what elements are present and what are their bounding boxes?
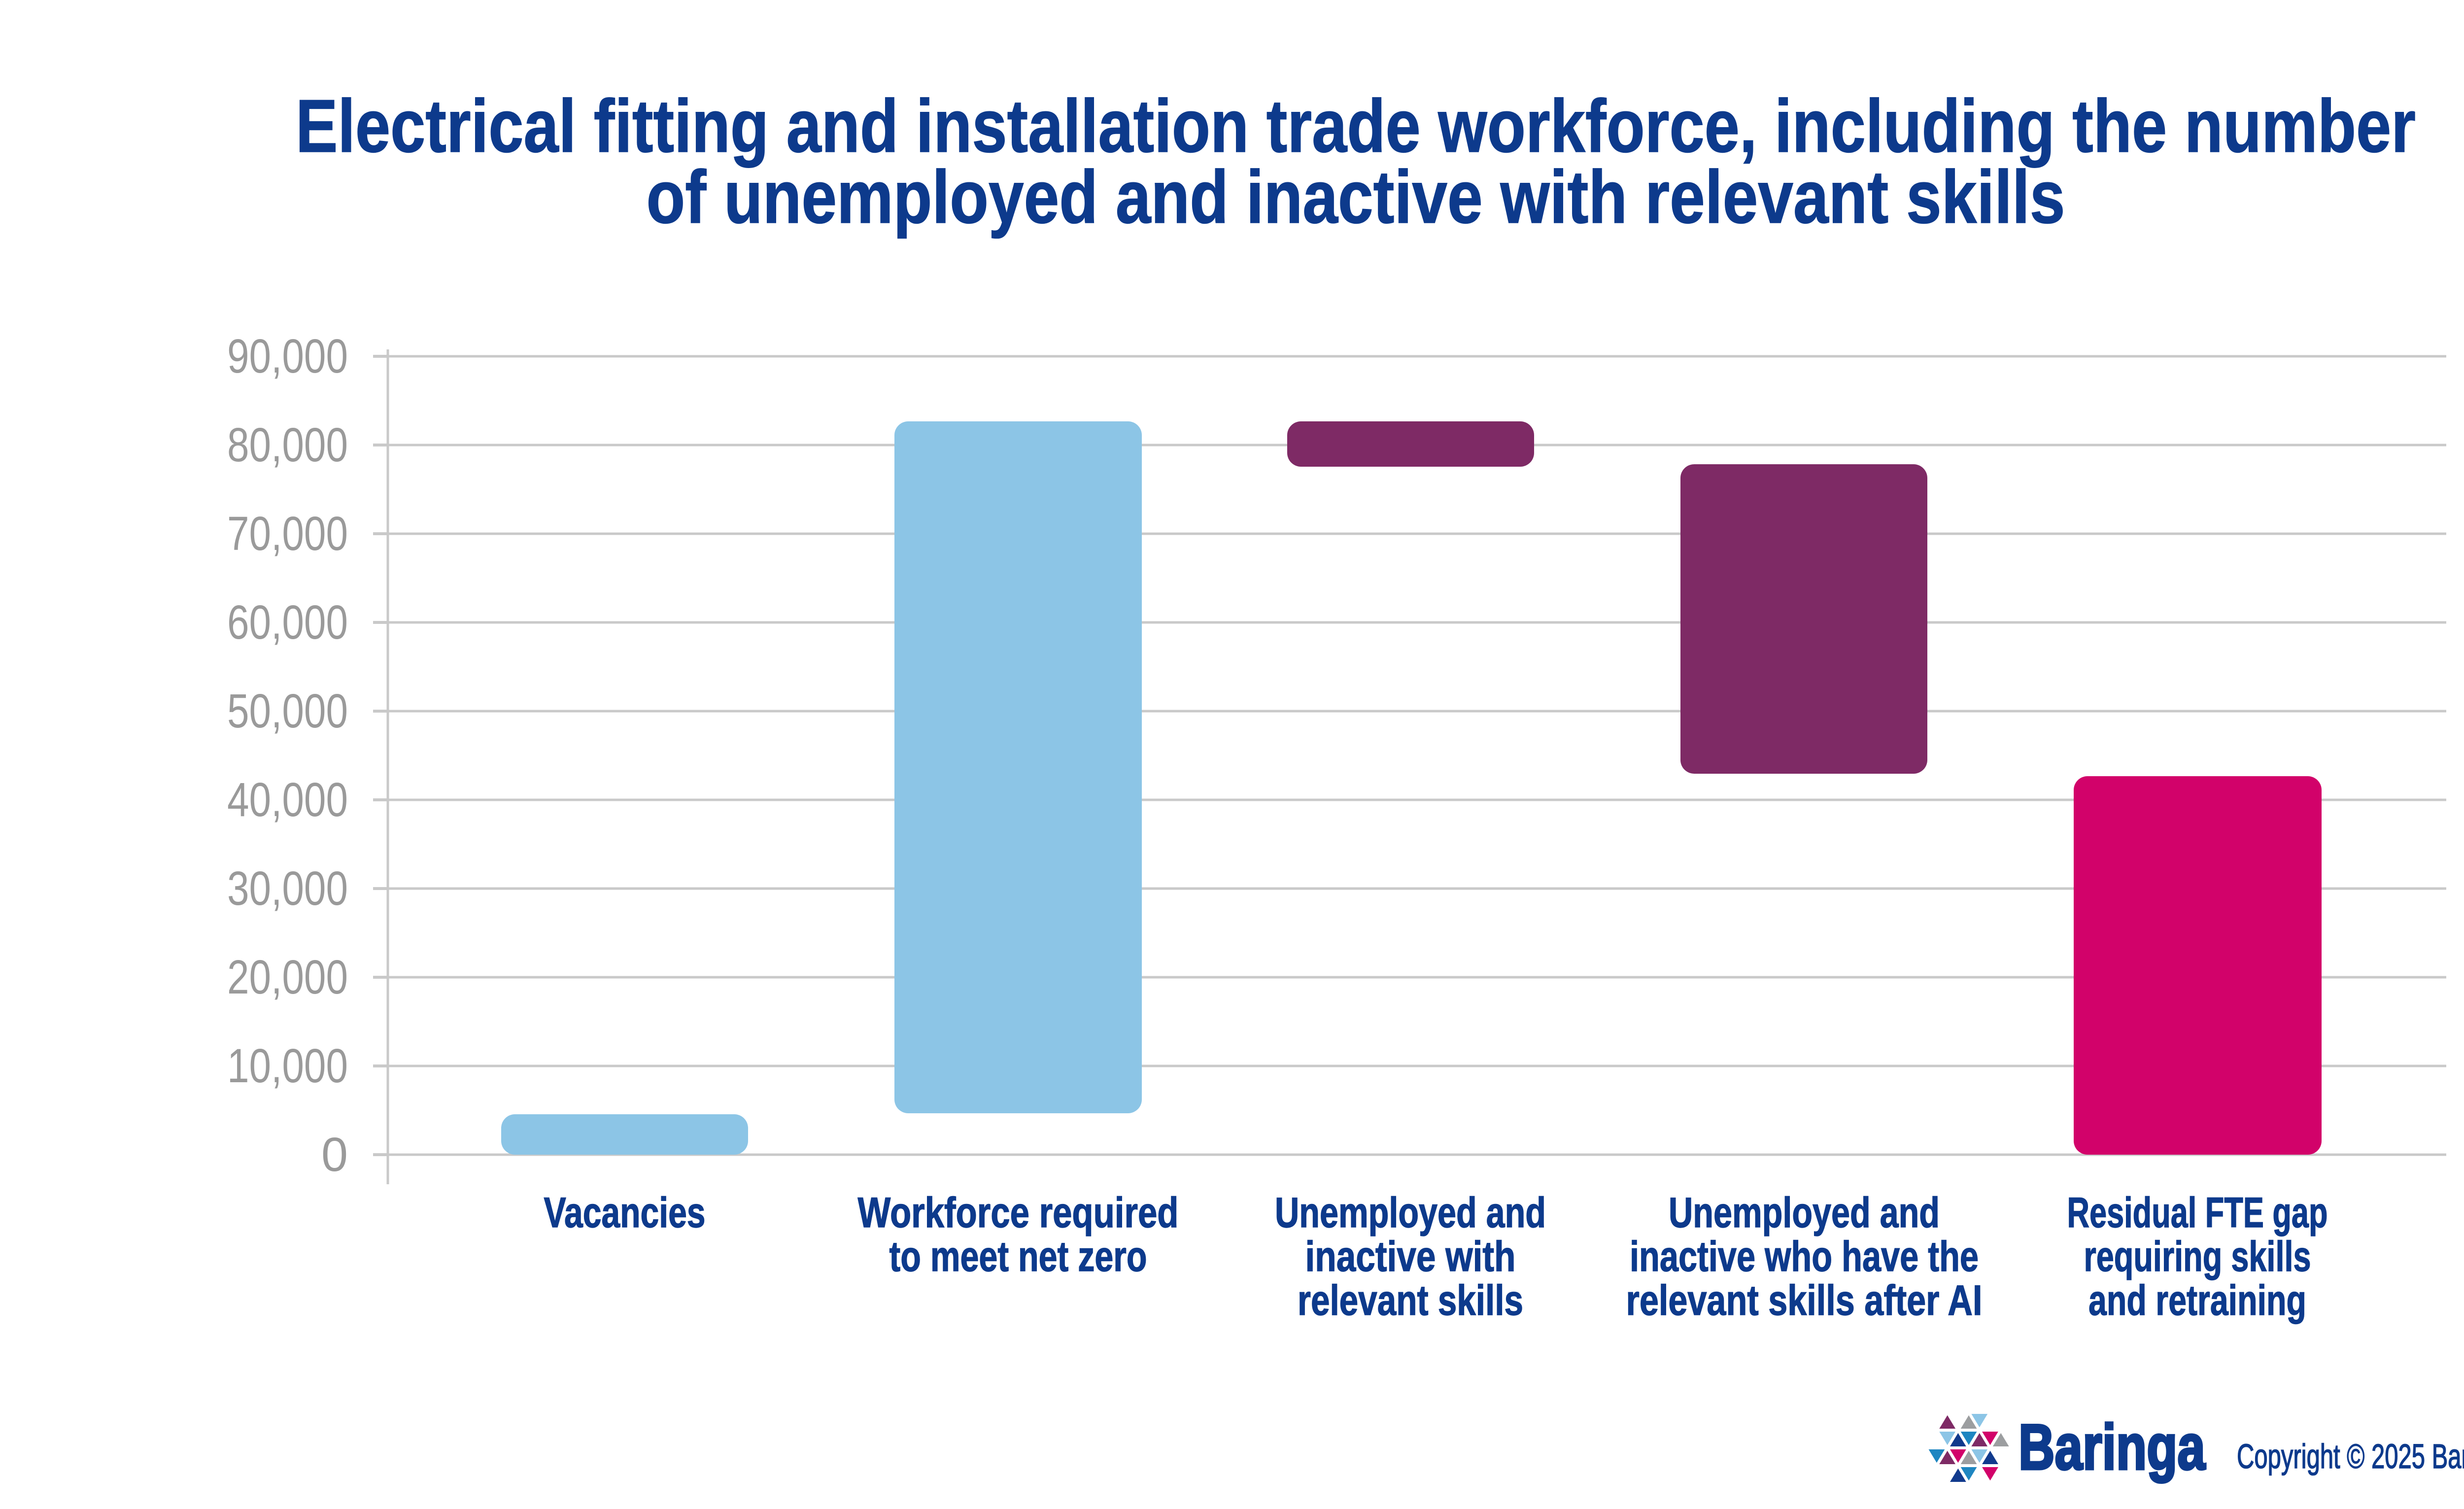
svg-text:80,000: 80,000 (227, 418, 348, 472)
svg-text:20,000: 20,000 (227, 950, 348, 1004)
svg-text:Electrical fitting and install: Electrical fitting and installation trad… (296, 84, 2416, 168)
svg-text:to meet net zero: to meet net zero (890, 1233, 1147, 1280)
svg-text:70,000: 70,000 (227, 507, 348, 560)
svg-text:Unemployed and: Unemployed and (1669, 1189, 1940, 1236)
svg-text:inactive with: inactive with (1305, 1233, 1516, 1280)
svg-text:Unemployed and: Unemployed and (1275, 1189, 1546, 1236)
svg-text:10,000: 10,000 (227, 1039, 348, 1093)
svg-text:relevant skills after AI: relevant skills after AI (1626, 1277, 1983, 1324)
svg-text:90,000: 90,000 (227, 329, 348, 383)
svg-text:Copyright © 2025 Baringa Partn: Copyright © 2025 Baringa Partners LLP (2237, 1437, 2464, 1475)
svg-text:Baringa: Baringa (2019, 1411, 2206, 1483)
svg-text:inactive who have the: inactive who have the (1630, 1233, 1979, 1280)
svg-text:relevant skills: relevant skills (1298, 1277, 1523, 1324)
svg-text:30,000: 30,000 (227, 861, 348, 915)
svg-text:0: 0 (321, 1128, 348, 1181)
svg-text:of unemployed and inactive wit: of unemployed and inactive with relevant… (647, 155, 2065, 239)
svg-text:Vacancies: Vacancies (544, 1189, 706, 1236)
svg-text:Workforce required: Workforce required (858, 1189, 1179, 1236)
svg-text:Residual FTE gap: Residual FTE gap (2067, 1189, 2328, 1236)
svg-text:50,000: 50,000 (227, 684, 348, 738)
svg-text:40,000: 40,000 (227, 773, 348, 826)
svg-text:and retraining: and retraining (2088, 1277, 2306, 1324)
svg-text:requiring skills: requiring skills (2084, 1233, 2311, 1280)
svg-text:60,000: 60,000 (227, 595, 348, 649)
